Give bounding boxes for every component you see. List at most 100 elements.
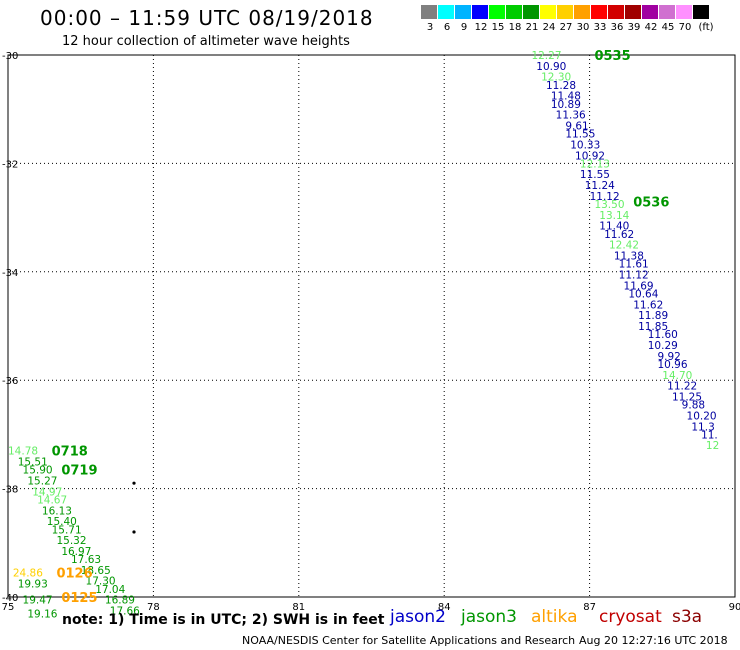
lat-tick-label: -38 bbox=[2, 485, 18, 496]
lat-tick-label: -32 bbox=[2, 159, 18, 170]
lon-tick-label: 87 bbox=[583, 602, 596, 613]
legend-cryosat: cryosat bbox=[599, 607, 662, 627]
swh-value: 10.20 bbox=[687, 410, 717, 422]
scale-label: 9 bbox=[460, 22, 468, 33]
swh-value: 14.97 bbox=[32, 486, 62, 498]
swh-value: 10.33 bbox=[570, 139, 600, 151]
scale-swatch bbox=[608, 5, 625, 19]
scale-swatch bbox=[659, 5, 676, 19]
swh-value: 11.60 bbox=[648, 329, 678, 341]
swh-value: 12.27 bbox=[531, 50, 561, 62]
swh-value: 9.61 bbox=[565, 120, 588, 132]
scale-swatch bbox=[489, 5, 506, 19]
swh-value: 10.92 bbox=[575, 150, 605, 162]
scale-label: 27 bbox=[559, 22, 573, 33]
scale-swatch bbox=[523, 5, 540, 19]
time-label: 0535 bbox=[594, 49, 630, 64]
footer-timestamp: Aug 20 12:27:16 UTC 2018 bbox=[579, 634, 728, 647]
footer-credit: NOAA/NESDIS Center for Satellite Applica… bbox=[242, 634, 576, 647]
swh-value: 11.24 bbox=[585, 180, 615, 192]
swh-value: 10.96 bbox=[657, 359, 687, 371]
swh-value: 19.93 bbox=[18, 578, 48, 590]
scale-swatch bbox=[676, 5, 693, 19]
swh-value: 11.61 bbox=[619, 259, 649, 271]
scale-swatch bbox=[591, 5, 608, 19]
swh-value: 15.32 bbox=[56, 535, 86, 547]
swh-value: 11.55 bbox=[565, 129, 595, 141]
swh-value: 11.85 bbox=[638, 321, 668, 333]
legend-altika: altika bbox=[531, 607, 578, 627]
scale-unit: (ft) bbox=[698, 22, 714, 33]
scale-swatch bbox=[540, 5, 557, 19]
lon-tick-label: 81 bbox=[292, 602, 305, 613]
swh-value: 11.40 bbox=[599, 221, 629, 233]
legend-jason2: jason2 bbox=[390, 607, 446, 627]
time-label: 0718 bbox=[52, 445, 88, 460]
swh-value: 11.62 bbox=[604, 229, 634, 241]
lon-tick-label: 84 bbox=[438, 602, 451, 613]
swh-value: 17.04 bbox=[95, 584, 125, 596]
scale-label: 6 bbox=[443, 22, 451, 33]
scale-label: 33 bbox=[593, 22, 607, 33]
scale-label: 30 bbox=[576, 22, 590, 33]
swh-value: 11.62 bbox=[633, 299, 663, 311]
swh-value: 13.50 bbox=[594, 199, 624, 211]
note-text: note: 1) Time is in UTC; 2) SWH is in fe… bbox=[62, 612, 385, 628]
swh-value: 11.55 bbox=[580, 169, 610, 181]
swh-value: 18.65 bbox=[81, 565, 111, 577]
time-label: 0719 bbox=[61, 464, 97, 479]
swh-value: 17.66 bbox=[110, 606, 140, 618]
swh-value: 11.28 bbox=[546, 80, 576, 92]
swh-value: 15.40 bbox=[47, 516, 77, 528]
time-label: 0125 bbox=[61, 591, 97, 606]
swh-value: 24.86 bbox=[13, 568, 43, 580]
location-marker bbox=[132, 481, 136, 485]
swh-value: 12 bbox=[706, 440, 719, 452]
legend-s3a: s3a bbox=[672, 607, 703, 627]
scale-swatch bbox=[574, 5, 591, 19]
swh-value: 11. bbox=[701, 429, 718, 441]
swh-value: 16.13 bbox=[42, 505, 72, 517]
scale-swatch bbox=[506, 5, 523, 19]
scale-label: 21 bbox=[525, 22, 539, 33]
scale-label: 12 bbox=[474, 22, 488, 33]
scale-label: 18 bbox=[508, 22, 522, 33]
time-label: 0126 bbox=[56, 567, 92, 582]
swh-value: 11.89 bbox=[638, 310, 668, 322]
swh-value: 16.89 bbox=[105, 595, 135, 607]
scale-swatch bbox=[557, 5, 574, 19]
swh-value: 11.38 bbox=[614, 251, 644, 263]
map-frame bbox=[7, 54, 736, 598]
swh-value: 15.27 bbox=[27, 475, 57, 487]
swh-value: 11.69 bbox=[624, 280, 654, 292]
swh-value: 10.29 bbox=[648, 340, 678, 352]
swh-value: 11.22 bbox=[667, 381, 697, 393]
swh-value: 9.92 bbox=[657, 351, 680, 363]
swh-value: 15.51 bbox=[18, 457, 48, 469]
lat-tick-label: -30 bbox=[2, 51, 18, 62]
swh-value: 11.25 bbox=[672, 391, 702, 403]
scale-label: 36 bbox=[610, 22, 624, 33]
swh-value: 12.30 bbox=[541, 72, 571, 84]
swh-value: 13.14 bbox=[599, 210, 629, 222]
time-label: 0536 bbox=[633, 195, 669, 210]
swh-value: 12.13 bbox=[580, 158, 610, 170]
swh-value: 10.90 bbox=[536, 61, 566, 73]
swh-value: 17.30 bbox=[86, 576, 116, 588]
page-subtitle: 12 hour collection of altimeter wave hei… bbox=[62, 34, 350, 49]
swh-value: 14.78 bbox=[8, 446, 38, 458]
scale-swatch bbox=[625, 5, 642, 19]
scale-swatch bbox=[455, 5, 472, 19]
swh-value: 11.3 bbox=[691, 421, 714, 433]
swh-value: 11.12 bbox=[619, 270, 649, 282]
lat-tick-label: -36 bbox=[2, 376, 18, 387]
scale-label: 39 bbox=[627, 22, 641, 33]
swh-value: 10.89 bbox=[551, 99, 581, 111]
scale-swatch bbox=[642, 5, 659, 19]
swh-value: 10.64 bbox=[628, 288, 658, 300]
swh-value: 11.12 bbox=[590, 191, 620, 203]
lat-tick-label: -40 bbox=[2, 593, 18, 604]
swh-value: 15.71 bbox=[52, 524, 82, 536]
swh-value: 14.70 bbox=[662, 370, 692, 382]
scale-swatch bbox=[438, 5, 455, 19]
